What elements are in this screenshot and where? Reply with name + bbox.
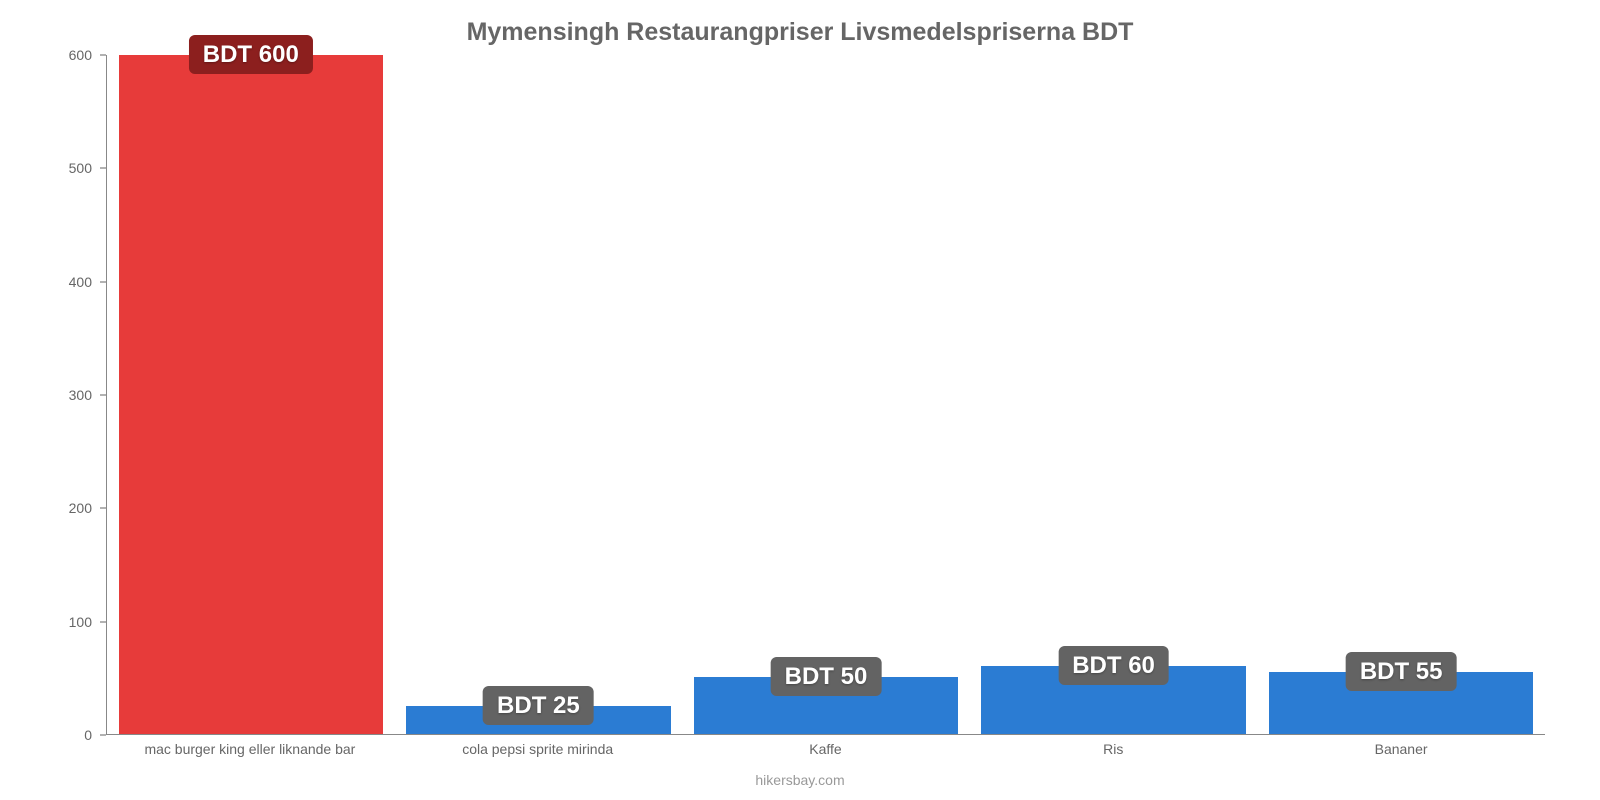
bar-slot: BDT 55 <box>1257 55 1545 734</box>
bar-value-label: BDT 25 <box>483 686 594 725</box>
chart-area: 0100200300400500600 BDT 600BDT 25BDT 50B… <box>60 55 1570 735</box>
bar: BDT 55 <box>1269 672 1534 734</box>
y-tick-mark <box>100 735 106 736</box>
y-tick-mark <box>100 508 106 509</box>
y-tick-mark <box>100 621 106 622</box>
bar: BDT 600 <box>119 55 384 734</box>
bar-value-label-wrap: BDT 600 <box>189 41 313 69</box>
bar-value-label: BDT 60 <box>1058 646 1169 685</box>
x-axis-labels: mac burger king eller liknande barcola p… <box>106 741 1545 757</box>
bar-value-label-wrap: BDT 60 <box>1058 652 1169 680</box>
x-axis-label: Ris <box>969 741 1257 757</box>
y-tick-mark <box>100 281 106 282</box>
y-tick-label: 500 <box>69 160 92 176</box>
y-tick-label: 600 <box>69 47 92 63</box>
bar-value-label: BDT 600 <box>189 35 313 74</box>
bar-slot: BDT 50 <box>682 55 970 734</box>
x-axis-label: Bananer <box>1257 741 1545 757</box>
y-tick-mark <box>100 395 106 396</box>
attribution-text: hikersbay.com <box>0 772 1600 788</box>
y-tick-label: 100 <box>69 614 92 630</box>
y-tick-label: 200 <box>69 500 92 516</box>
x-axis-label: cola pepsi sprite mirinda <box>394 741 682 757</box>
bar-value-label-wrap: BDT 55 <box>1346 658 1457 686</box>
bar-value-label-wrap: BDT 50 <box>771 663 882 691</box>
bar: BDT 50 <box>694 677 959 734</box>
y-tick-mark <box>100 168 106 169</box>
bar: BDT 60 <box>981 666 1246 734</box>
bar: BDT 25 <box>406 706 671 734</box>
bar-value-label-wrap: BDT 25 <box>483 692 594 720</box>
y-tick-label: 300 <box>69 387 92 403</box>
x-axis-label: Kaffe <box>682 741 970 757</box>
bars-container: BDT 600 BDT 25 BDT 50 BDT 60 BDT 55 <box>107 55 1545 734</box>
plot-region: BDT 600 BDT 25 BDT 50 BDT 60 BDT 55 <box>106 55 1545 735</box>
bar-value-label: BDT 50 <box>771 657 882 696</box>
y-tick-label: 0 <box>84 727 92 743</box>
y-axis: 0100200300400500600 <box>60 55 100 735</box>
bar-value-label: BDT 55 <box>1346 652 1457 691</box>
bar-slot: BDT 25 <box>395 55 683 734</box>
x-axis-label: mac burger king eller liknande bar <box>106 741 394 757</box>
bar-slot: BDT 60 <box>970 55 1258 734</box>
bar-slot: BDT 600 <box>107 55 395 734</box>
y-tick-mark <box>100 55 106 56</box>
y-tick-label: 400 <box>69 274 92 290</box>
